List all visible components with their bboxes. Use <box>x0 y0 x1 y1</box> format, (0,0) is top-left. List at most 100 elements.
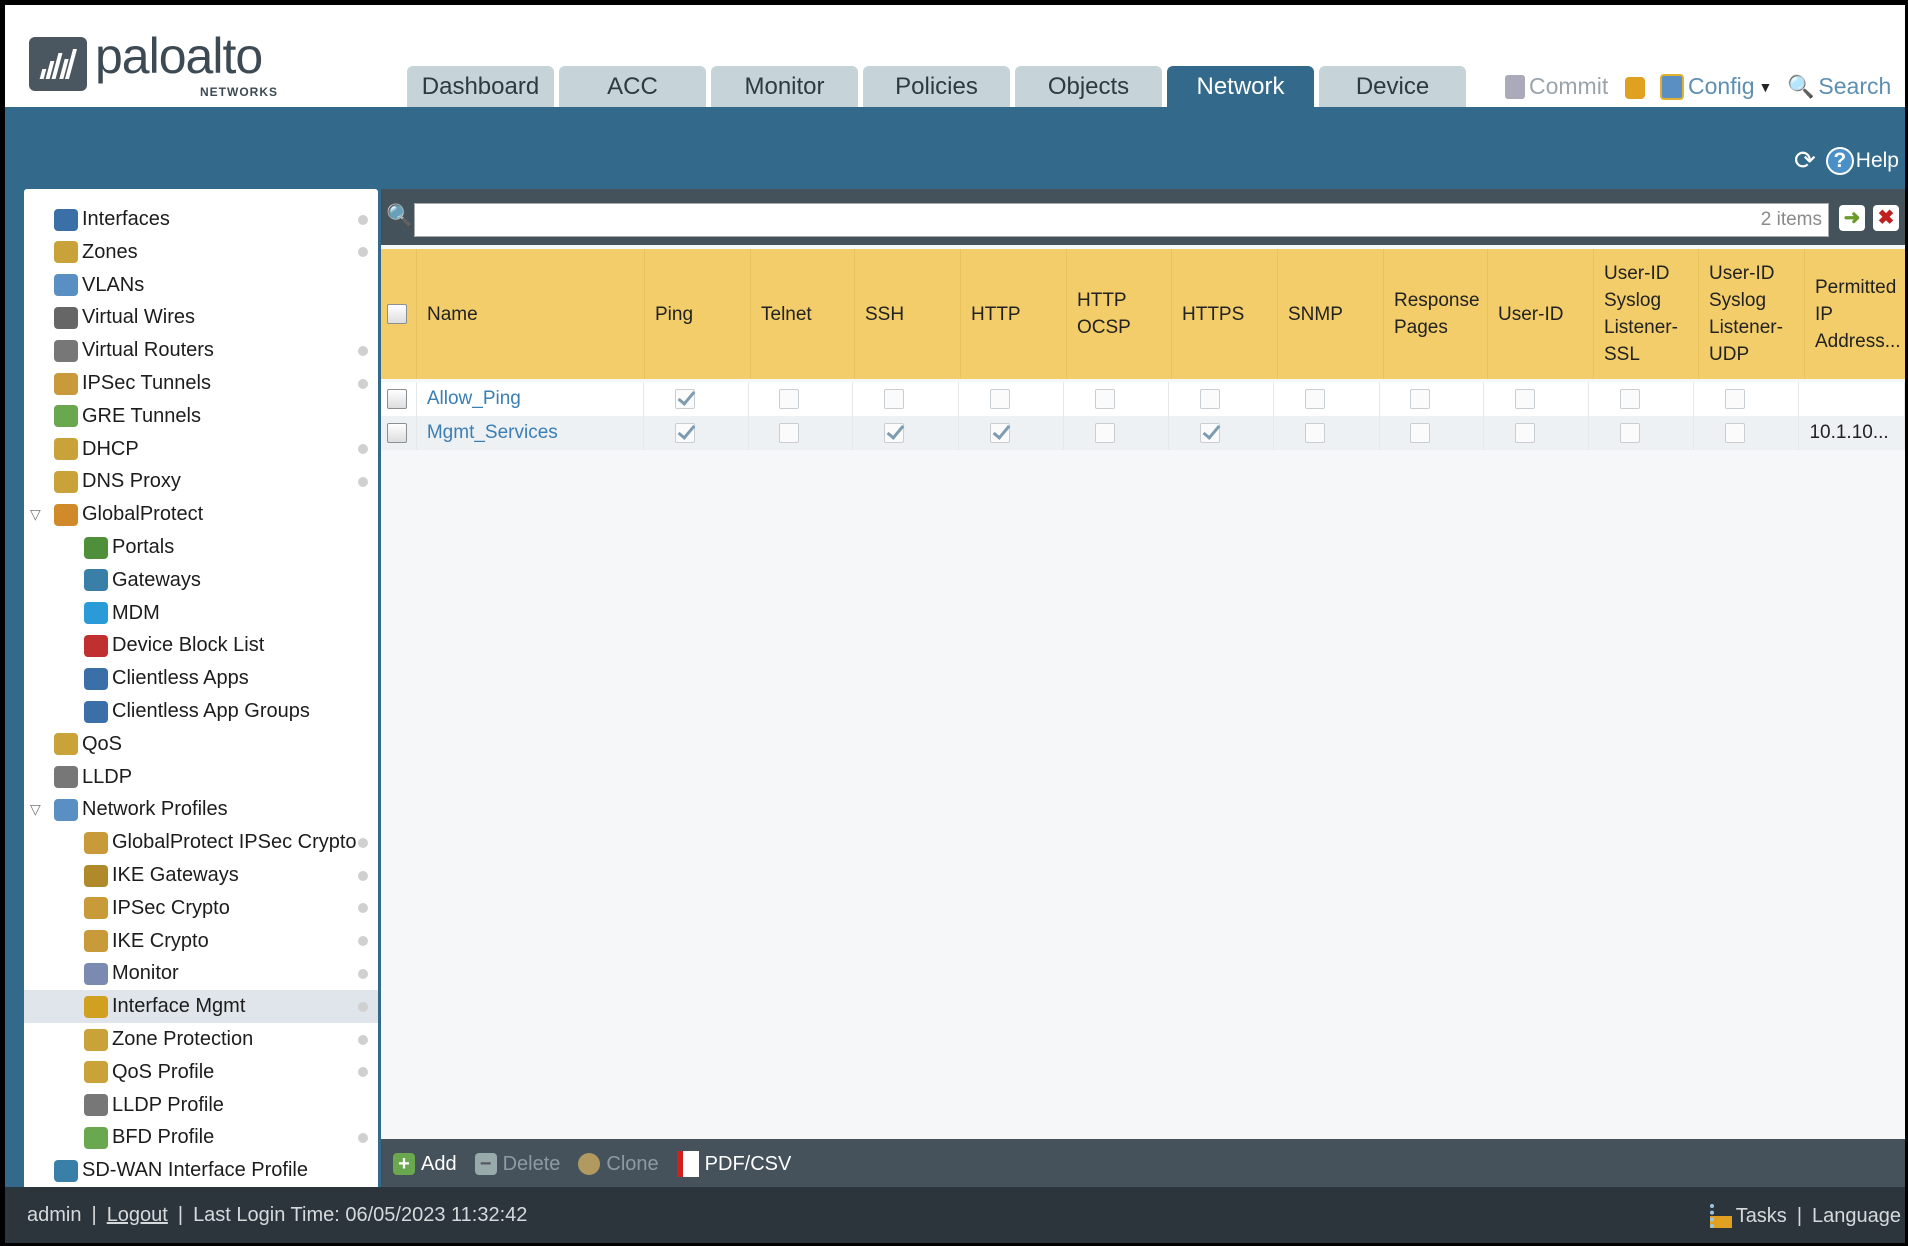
sidebar-item-virtual-routers[interactable]: Virtual Routers <box>24 334 378 367</box>
logout-link[interactable]: Logout <box>106 1204 168 1226</box>
https-cell <box>1169 382 1275 416</box>
column-header-http[interactable]: HTTP <box>961 249 1067 379</box>
column-header-snmp[interactable]: SNMP <box>1278 249 1384 379</box>
search-button[interactable]: 🔍 Search <box>1787 73 1891 100</box>
sidebar-item-globalprotect-ipsec-crypto[interactable]: GlobalProtect IPSec Crypto <box>24 826 378 859</box>
sidebar-item-dns-proxy[interactable]: DNS Proxy <box>24 465 378 498</box>
profile-name-link[interactable]: Allow_Ping <box>426 388 521 409</box>
sidebar-item-interfaces[interactable]: Interfaces <box>24 203 378 236</box>
config-icon <box>1660 73 1684 100</box>
response-pages-cell <box>1380 416 1484 450</box>
ssh-cell <box>853 416 959 450</box>
sidebar-item-monitor[interactable]: Monitor <box>24 957 378 990</box>
filter-input[interactable]: 2 items <box>414 203 1829 237</box>
profile-name-link[interactable]: Mgmt_Services <box>426 422 558 443</box>
clear-filter-icon[interactable]: ✖ <box>1873 205 1899 231</box>
tab-network[interactable]: Network <box>1167 66 1314 107</box>
column-header-ssh[interactable]: SSH <box>855 249 961 379</box>
sidebar-item-virtual-wires[interactable]: Virtual Wires <box>24 301 378 334</box>
sidebar-item-gre-tunnels[interactable]: GRE Tunnels <box>24 400 378 433</box>
http-cell <box>959 416 1065 450</box>
help-button[interactable]: ? Help <box>1825 146 1899 175</box>
column-header-response-pages[interactable]: Response Pages <box>1384 249 1488 379</box>
tab-objects[interactable]: Objects <box>1015 66 1162 107</box>
sidebar-item-ipsec-tunnels[interactable]: IPSec Tunnels <box>24 367 378 400</box>
sidebar-item-qos-profile[interactable]: QoS Profile <box>24 1056 378 1089</box>
tab-acc[interactable]: ACC <box>559 66 706 107</box>
commit-button[interactable]: Commit <box>1505 73 1608 100</box>
sidebar-item-sd-wan-interface-profile[interactable]: SD-WAN Interface Profile <box>24 1154 378 1187</box>
tab-device[interactable]: Device <box>1319 66 1466 107</box>
unchecked-checkbox <box>779 389 800 409</box>
virtual-wires-icon <box>54 306 78 329</box>
language-link[interactable]: Language <box>1812 1204 1901 1227</box>
row-checkbox[interactable] <box>387 389 407 409</box>
status-dot-icon <box>358 345 368 356</box>
sidebar-item-globalprotect[interactable]: ▽ GlobalProtect <box>24 498 378 531</box>
column-header-http-ocsp[interactable]: HTTP OCSP <box>1067 249 1172 379</box>
clone-button[interactable]: Clone <box>578 1153 659 1176</box>
tab-policies[interactable]: Policies <box>863 66 1010 107</box>
config-menu[interactable]: Config ▼ <box>1660 73 1772 100</box>
column-header-ping[interactable]: Ping <box>645 249 751 379</box>
status-dot-icon <box>358 936 368 947</box>
http-ocsp-cell <box>1064 416 1169 450</box>
expand-toggle-icon[interactable]: ▽ <box>30 506 41 523</box>
sidebar-item-interface-mgmt[interactable]: Interface Mgmt <box>24 990 378 1024</box>
sidebar-item-gateways[interactable]: Gateways <box>24 564 378 597</box>
sidebar-item-label: MDM <box>112 601 160 624</box>
sidebar-item-label: BFD Profile <box>112 1126 215 1149</box>
tasks-button[interactable]: Tasks <box>1709 1204 1787 1228</box>
sidebar-item-vlans[interactable]: VLANs <box>24 269 378 302</box>
column-header-telnet[interactable]: Telnet <box>751 249 855 379</box>
sidebar-item-ike-gateways[interactable]: IKE Gateways <box>24 859 378 892</box>
user-id-syslog-listener-ssl-cell <box>1589 382 1694 416</box>
table-row[interactable]: Allow_Ping <box>381 382 1905 416</box>
refresh-icon[interactable]: ⟳ <box>1794 145 1816 175</box>
sidebar-item-ike-crypto[interactable]: IKE Crypto <box>24 925 378 958</box>
separator: | <box>1796 1204 1803 1227</box>
sidebar-item-portals[interactable]: Portals <box>24 531 378 564</box>
add-button[interactable]: + Add <box>393 1153 457 1176</box>
sidebar-item-ipsec-crypto[interactable]: IPSec Crypto <box>24 892 378 925</box>
sidebar-item-zones[interactable]: Zones <box>24 236 378 269</box>
delete-button[interactable]: − Delete <box>474 1153 560 1176</box>
column-header-user-id-syslog-listener-ssl[interactable]: User-ID Syslog Listener-SSL <box>1594 249 1699 379</box>
zone-protection-icon <box>84 1028 108 1051</box>
column-header-user-id[interactable]: User-ID <box>1488 249 1594 379</box>
sd-wan-interface-profile-icon <box>54 1159 78 1182</box>
table-row[interactable]: Mgmt_Services 10.1.10... <box>381 416 1905 450</box>
sidebar-item-clientless-apps[interactable]: Clientless Apps <box>24 662 378 695</box>
tab-monitor[interactable]: Monitor <box>711 66 858 107</box>
response-pages-cell <box>1380 382 1484 416</box>
sidebar-item-zone-protection[interactable]: Zone Protection <box>24 1023 378 1056</box>
sidebar-item-bfd-profile[interactable]: BFD Profile <box>24 1121 378 1154</box>
status-dot-icon <box>358 1132 368 1143</box>
sidebar-item-clientless-app-groups[interactable]: Clientless App Groups <box>24 695 378 728</box>
sidebar-item-lldp[interactable]: LLDP <box>24 761 378 794</box>
expand-toggle-icon[interactable]: ▽ <box>30 801 41 818</box>
column-header-name[interactable]: Name <box>417 249 645 379</box>
tab-dashboard[interactable]: Dashboard <box>407 66 554 107</box>
logo-subtitle: NETWORKS <box>200 85 278 99</box>
row-checkbox[interactable] <box>387 423 407 443</box>
select-all-checkbox[interactable] <box>387 304 407 324</box>
unchecked-checkbox <box>1619 423 1640 443</box>
column-header-https[interactable]: HTTPS <box>1172 249 1278 379</box>
sidebar-item-qos[interactable]: QoS <box>24 728 378 761</box>
pdf-csv-button[interactable]: PDF/CSV <box>676 1151 791 1177</box>
column-header-permitted-ip-address[interactable]: Permitted IP Address... <box>1805 249 1905 379</box>
sidebar-item-mdm[interactable]: MDM <box>24 597 378 630</box>
apply-filter-icon[interactable]: ➜ <box>1839 205 1865 231</box>
app-window: paloalto NETWORKS Dashboard ACC Monitor Pol… <box>5 5 1905 1243</box>
monitor-icon <box>84 962 108 985</box>
qos-icon <box>54 733 78 756</box>
sidebar-item-lldp-profile[interactable]: LLDP Profile <box>24 1089 378 1122</box>
sidebar-item-network-profiles[interactable]: ▽ Network Profiles <box>24 793 378 826</box>
sidebar-item-device-block-list[interactable]: Device Block List <box>24 629 378 662</box>
lock-icon[interactable] <box>1625 77 1645 99</box>
sidebar-item-dhcp[interactable]: DHCP <box>24 433 378 466</box>
sidebar-item-label: LLDP <box>82 765 133 788</box>
row-select-cell <box>381 382 417 416</box>
column-header-user-id-syslog-listener-udp[interactable]: User-ID Syslog Listener-UDP <box>1699 249 1805 379</box>
